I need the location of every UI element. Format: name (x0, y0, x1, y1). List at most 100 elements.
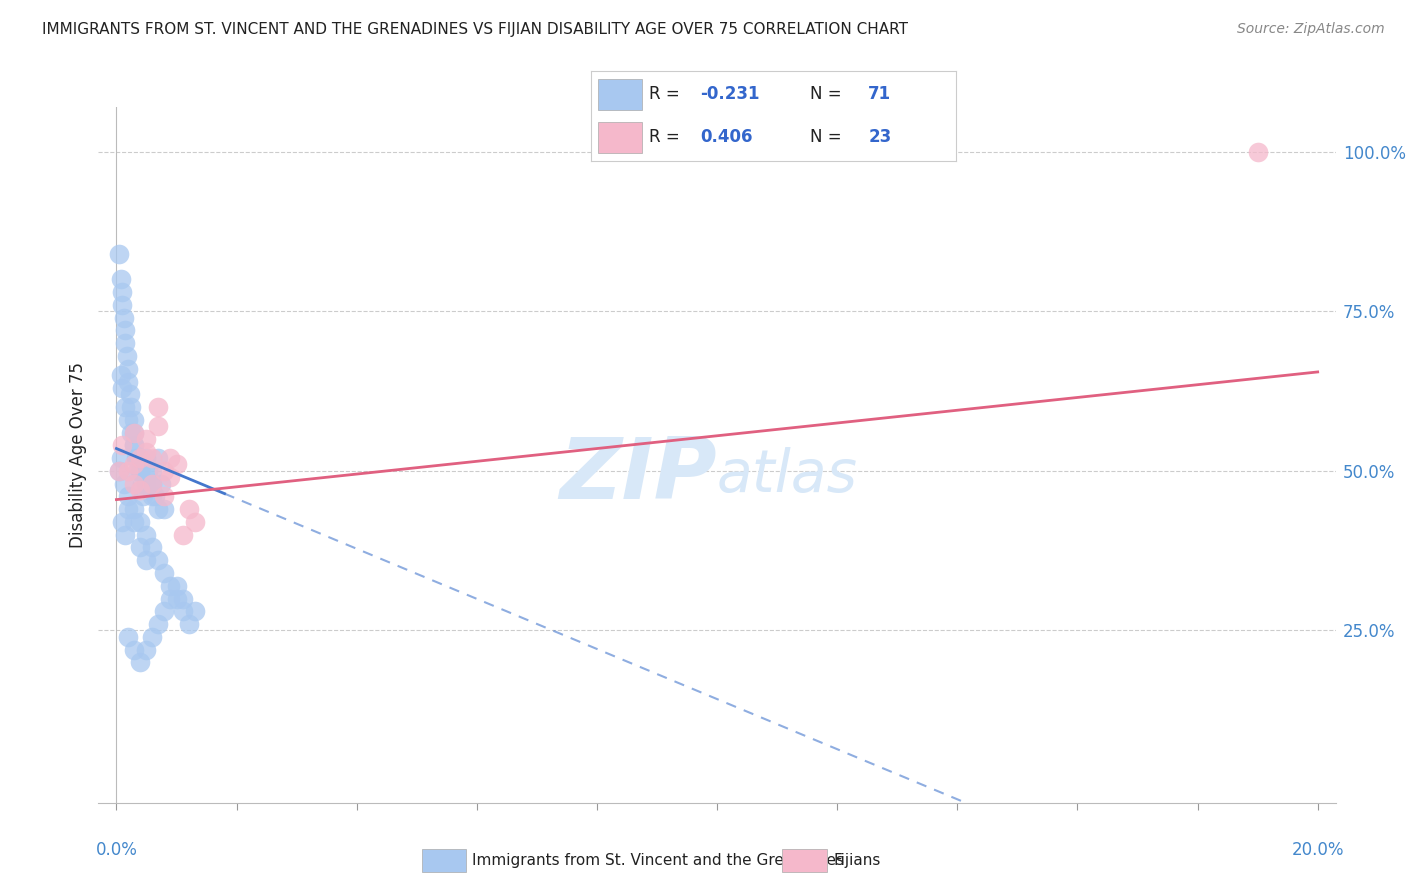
Point (166, 579, 188, 593)
Point (111, 298, 134, 312)
Point (112, 476, 135, 491)
Point (136, 464, 159, 478)
Point (108, 247, 131, 261)
Text: Immigrants from St. Vincent and the Grenadines: Immigrants from St. Vincent and the Gren… (472, 854, 845, 868)
Point (117, 375, 139, 389)
Point (148, 419, 170, 434)
Point (111, 381, 134, 395)
Point (141, 476, 163, 491)
Text: IMMIGRANTS FROM ST. VINCENT AND THE GRENADINES VS FIJIAN DISABILITY AGE OVER 75 : IMMIGRANTS FROM ST. VINCENT AND THE GREN… (42, 22, 908, 37)
Point (183, 604, 205, 618)
Point (110, 451, 132, 466)
Point (135, 642, 157, 657)
Point (124, 425, 146, 440)
FancyBboxPatch shape (422, 849, 467, 872)
Point (135, 451, 157, 466)
FancyBboxPatch shape (598, 122, 641, 153)
Point (114, 527, 136, 541)
Point (124, 438, 146, 452)
Text: N =: N = (810, 128, 846, 146)
Point (141, 630, 163, 644)
Point (124, 413, 146, 427)
Point (135, 553, 157, 567)
Y-axis label: Disability Age Over 75: Disability Age Over 75 (69, 362, 87, 548)
Point (110, 368, 132, 383)
Point (117, 490, 139, 504)
Point (177, 502, 200, 516)
Text: R =: R = (650, 128, 685, 146)
Point (111, 438, 134, 452)
Point (159, 579, 181, 593)
Point (111, 285, 134, 300)
Text: N =: N = (810, 85, 846, 103)
Text: 71: 71 (869, 85, 891, 103)
Point (131, 476, 153, 491)
Point (166, 591, 188, 606)
Point (124, 515, 146, 529)
Point (114, 400, 136, 414)
Point (124, 476, 146, 491)
Point (148, 400, 170, 414)
Point (129, 464, 152, 478)
Point (153, 490, 176, 504)
Text: atlas: atlas (717, 447, 858, 504)
Point (117, 413, 139, 427)
Text: 20.0%: 20.0% (1292, 841, 1344, 859)
Point (117, 502, 139, 516)
Point (153, 464, 176, 478)
Text: ZIP: ZIP (560, 434, 717, 517)
Point (141, 490, 163, 504)
Point (141, 451, 163, 466)
Point (120, 400, 142, 414)
FancyBboxPatch shape (783, 849, 827, 872)
Point (135, 444, 157, 458)
Text: R =: R = (650, 85, 685, 103)
Point (112, 310, 135, 325)
Point (124, 425, 146, 440)
Text: Fijians: Fijians (832, 854, 880, 868)
Point (141, 476, 163, 491)
Point (111, 515, 134, 529)
Point (129, 451, 152, 466)
Point (127, 464, 149, 478)
Point (129, 656, 152, 670)
Point (124, 502, 146, 516)
Point (148, 502, 170, 516)
Point (159, 591, 181, 606)
Point (135, 432, 157, 446)
Point (108, 464, 131, 478)
Point (117, 464, 139, 478)
Point (172, 527, 194, 541)
Point (153, 566, 176, 580)
Point (124, 451, 146, 466)
Point (114, 336, 136, 351)
Text: 23: 23 (869, 128, 891, 146)
Point (110, 272, 132, 286)
Point (129, 464, 152, 478)
Point (108, 464, 131, 478)
Point (135, 476, 157, 491)
Point (120, 425, 142, 440)
Point (141, 541, 163, 555)
Point (124, 438, 146, 452)
Point (172, 591, 194, 606)
Point (166, 458, 188, 472)
Point (117, 349, 139, 363)
Point (129, 451, 152, 466)
Point (159, 451, 181, 466)
Point (159, 470, 181, 484)
Point (117, 630, 139, 644)
Text: Source: ZipAtlas.com: Source: ZipAtlas.com (1237, 22, 1385, 37)
Point (183, 515, 205, 529)
Point (150, 476, 173, 491)
Text: 0.0%: 0.0% (96, 841, 138, 859)
Point (153, 502, 176, 516)
Point (141, 464, 163, 478)
Point (135, 527, 157, 541)
Point (117, 361, 139, 376)
Point (172, 604, 194, 618)
Point (124, 642, 146, 657)
Point (148, 617, 170, 632)
Point (114, 323, 136, 337)
Point (153, 604, 176, 618)
